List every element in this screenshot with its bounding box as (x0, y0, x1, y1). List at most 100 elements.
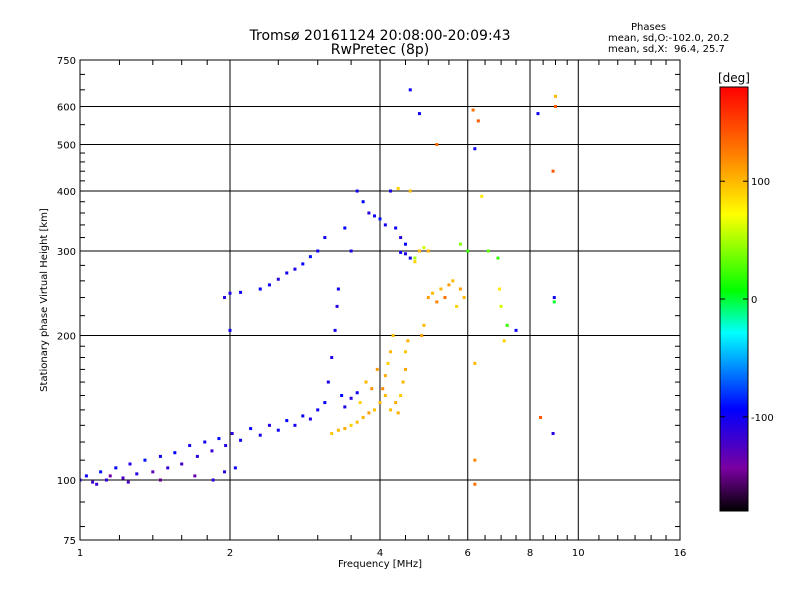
y-axis-label: Stationary phase Virtual Height [km] (39, 208, 50, 392)
data-point (403, 367, 407, 371)
data-point (128, 462, 132, 466)
data-point (403, 350, 407, 354)
data-point (458, 242, 462, 246)
colorbar-frame (719, 86, 749, 512)
data-point (408, 88, 412, 92)
data-point (223, 470, 227, 474)
data-point (114, 466, 118, 470)
data-point (514, 328, 518, 332)
data-point (323, 236, 327, 240)
data-point (84, 474, 88, 478)
data-point (396, 186, 400, 190)
data-point (403, 242, 407, 246)
data-point (381, 387, 385, 391)
data-point (285, 419, 289, 423)
chart-title: Tromsø 20161124 20:08:00-20:09:43 (249, 28, 511, 44)
data-point (301, 262, 305, 266)
data-point (401, 380, 405, 384)
data-point (505, 323, 509, 327)
data-point (408, 256, 412, 260)
data-point (188, 444, 192, 448)
data-point (420, 334, 424, 338)
data-point (233, 466, 237, 470)
data-point (333, 328, 337, 332)
data-point (323, 401, 327, 405)
data-point (539, 415, 543, 419)
data-point (180, 462, 184, 466)
data-point (151, 470, 155, 474)
x-tick-label: 8 (527, 548, 533, 559)
colorbar-tick-label: 100 (751, 177, 770, 188)
x-tick-label: 2 (227, 548, 233, 559)
data-point (552, 296, 556, 300)
data-point (498, 287, 502, 291)
data-point (389, 189, 393, 193)
data-point (358, 401, 362, 405)
y-tick-label: 600 (57, 103, 76, 114)
data-point (330, 355, 334, 359)
data-point (389, 408, 393, 412)
data-point (551, 432, 555, 436)
data-point (439, 287, 443, 291)
data-point (228, 328, 232, 332)
data-point (308, 255, 312, 259)
plot-frame (79, 59, 681, 541)
y-tick-label: 400 (57, 187, 76, 198)
data-point (355, 391, 359, 395)
data-point (301, 414, 305, 418)
axis-ticks (80, 60, 680, 540)
data-point (340, 394, 344, 398)
data-point (451, 279, 455, 283)
data-point (378, 401, 382, 405)
data-point (203, 440, 207, 444)
data-point (80, 478, 82, 482)
data-point (249, 427, 253, 431)
data-point (431, 291, 435, 295)
phases-mean-o: mean, sd,O:-102.0, 20.2 (608, 33, 730, 44)
data-point (361, 415, 365, 419)
data-point (367, 211, 371, 215)
y-tick-label: 75 (63, 536, 76, 547)
data-point (349, 423, 353, 427)
data-point (373, 214, 377, 218)
data-point (394, 401, 398, 405)
data-point (343, 226, 347, 230)
data-point (413, 260, 417, 264)
data-point (211, 478, 215, 482)
data-point (394, 226, 398, 230)
data-point (285, 271, 289, 275)
data-point (378, 217, 382, 221)
data-point (316, 249, 320, 253)
data-point (99, 470, 103, 474)
x-tick-label: 10 (572, 548, 585, 559)
data-point (389, 350, 393, 354)
data-point (391, 334, 395, 338)
data-point (462, 296, 466, 300)
data-point (417, 112, 421, 116)
data-point (473, 147, 477, 151)
data-point (158, 454, 162, 458)
data-point (143, 458, 147, 462)
data-point (349, 249, 353, 253)
data-point (471, 108, 475, 112)
data-point (435, 300, 439, 304)
data-point (239, 438, 243, 442)
data-point (104, 478, 108, 482)
data-point (126, 480, 130, 484)
data-point (336, 287, 340, 291)
data-point (386, 361, 390, 365)
y-tick-labels: 75 100 200 300 400 500 600 750 (57, 56, 76, 547)
data-point (383, 223, 387, 227)
data-point (343, 405, 347, 409)
data-point (403, 252, 407, 256)
x-tick-label: 4 (377, 548, 383, 559)
data-point (166, 466, 170, 470)
data-point (480, 194, 484, 198)
data-point (502, 339, 506, 343)
data-point (367, 411, 371, 415)
data-point (406, 339, 410, 343)
phases-title: Phases (631, 22, 667, 33)
colorbar-tick-label: -100 (751, 413, 774, 424)
x-tick-label: 16 (674, 548, 687, 559)
data-point (443, 296, 447, 300)
